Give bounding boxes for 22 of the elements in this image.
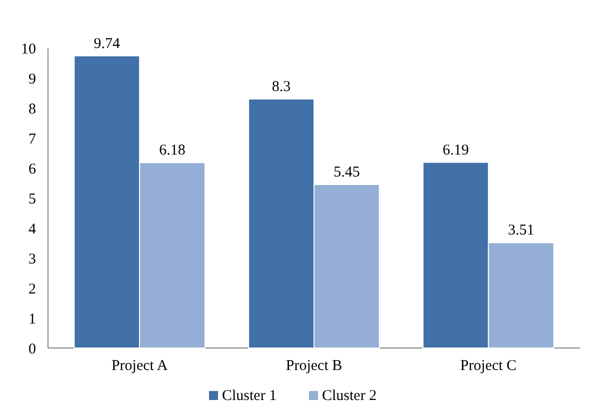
y-tick-label: 9 bbox=[28, 71, 36, 88]
y-tick-label: 0 bbox=[28, 341, 36, 358]
legend-label: Cluster 2 bbox=[322, 388, 377, 404]
y-tick-label: 3 bbox=[28, 251, 36, 268]
y-tick-label: 4 bbox=[28, 221, 36, 238]
legend-label: Cluster 1 bbox=[222, 388, 277, 404]
x-tick-label: Project A bbox=[111, 358, 168, 374]
y-tick-label: 8 bbox=[28, 101, 36, 118]
data-label: 9.74 bbox=[94, 36, 120, 52]
x-tick-label: Project B bbox=[286, 358, 342, 374]
data-label: 8.3 bbox=[272, 79, 291, 95]
data-label: 6.19 bbox=[442, 142, 469, 158]
data-label: 5.45 bbox=[334, 164, 360, 180]
data-label: 3.51 bbox=[508, 222, 534, 239]
y-tick-label: 2 bbox=[28, 281, 36, 298]
y-tick-label: 7 bbox=[28, 131, 36, 148]
y-tick-label: 5 bbox=[28, 191, 36, 208]
y-tick-label: 1 bbox=[28, 311, 36, 328]
data-label: 6.18 bbox=[159, 142, 186, 159]
y-tick-label: 6 bbox=[28, 161, 36, 178]
x-tick-label: Project C bbox=[460, 358, 517, 374]
y-tick-label: 10 bbox=[21, 41, 36, 58]
